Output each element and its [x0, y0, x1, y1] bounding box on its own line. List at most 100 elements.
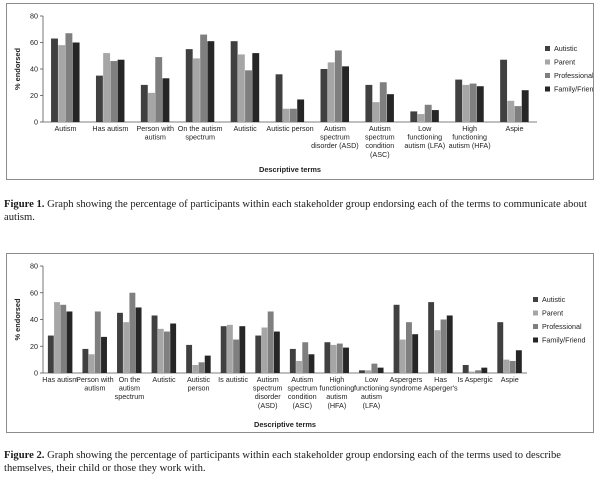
chart2-category-label: (ASD)	[258, 401, 278, 410]
chart2-bar-autistic-5	[186, 344, 193, 373]
chart2-bar-professional-1	[60, 304, 67, 373]
chart2-category-label: (HFA)	[327, 401, 346, 410]
chart1-bar-family-friend-11	[521, 90, 529, 122]
chart1-y-tick-label: 20	[30, 91, 38, 100]
figure-1-caption-text: Graph showing the percentage of particip…	[4, 199, 587, 223]
chart2-bar-parent-6	[226, 324, 233, 373]
chart1-category-label: High	[462, 124, 477, 133]
chart1-category-label: Has autism	[92, 124, 128, 133]
chart2-bar-professional-14	[509, 360, 516, 373]
chart1-bar-professional-5	[245, 70, 252, 122]
chart2-x-axis-title: Descriptive terms	[254, 420, 316, 429]
chart2-category-label: condition	[288, 392, 317, 401]
chart2-category-label: Autism	[257, 375, 279, 384]
chart1-category-label: functioning	[407, 133, 442, 142]
chart1-category-label: spectrum	[185, 133, 215, 142]
chart2-legend-swatch-parent	[533, 310, 538, 316]
chart2-category-label: Is autistic	[218, 375, 248, 384]
chart2-category-label: High	[329, 375, 344, 384]
chart2-bar-family-friend-4	[170, 323, 177, 373]
chart1-bar-parent-2	[103, 53, 111, 122]
chart1-bar-parent-8	[372, 102, 380, 122]
chart2-bar-parent-11	[399, 339, 406, 373]
figure-2-caption-label: Figure 2.	[4, 450, 45, 461]
chart2-category-label: Asperger's	[424, 384, 459, 393]
chart1-legend-label-autistic: Autistic	[554, 44, 578, 53]
chart2-bar-family-friend-1	[66, 311, 73, 373]
chart2-bar-family-friend-12	[446, 315, 453, 373]
chart1-bar-autistic-8	[365, 84, 373, 122]
chart1-category-label: (ASC)	[370, 150, 390, 159]
chart2-category-label: Low	[365, 375, 379, 384]
chart1-category-label: autism (LFA)	[404, 141, 445, 150]
chart1-bar-autistic-1	[51, 38, 58, 122]
chart1-y-tick-label: 40	[30, 65, 38, 74]
chart2-bar-family-friend-7	[273, 331, 280, 373]
chart1-category-label: condition	[365, 141, 394, 150]
chart1-legend-label-parent: Parent	[554, 58, 575, 67]
chart1-bar-professional-7	[334, 50, 342, 123]
chart1-bar-family-friend-2	[117, 59, 125, 122]
chart1-category-label: Aspie	[506, 124, 524, 133]
chart2-bar-professional-10	[371, 363, 378, 373]
chart2-bar-autistic-1	[47, 335, 54, 373]
chart1-y-tick-label: 0	[34, 118, 38, 127]
chart1-bar-professional-1	[65, 33, 73, 122]
chart1-bar-parent-11	[507, 100, 515, 122]
chart2-category-label: Person with	[76, 375, 114, 384]
chart2-category-label: Aspergers	[390, 375, 423, 384]
chart1-bar-autistic-2	[95, 75, 103, 122]
chart1-y-tick-label: 60	[30, 38, 38, 47]
chart1-bar-family-friend-1	[72, 42, 80, 122]
chart1-bar-autistic-6	[275, 74, 283, 122]
chart1-bar-autistic-4	[185, 49, 193, 122]
chart2-bar-parent-2	[88, 354, 95, 373]
chart1-bar-autistic-3	[140, 84, 148, 122]
chart2-legend-swatch-professional	[533, 324, 538, 329]
figure-1-chart: 0 20 40 60 80 % endorsed Autism Has autism Perso…	[13, 12, 593, 175]
chart2-category-label: spectrum	[253, 384, 283, 393]
chart2-legend-label-family-friend: Family/Friend	[542, 336, 586, 345]
chart2-category-label: autism	[326, 392, 347, 401]
chart1-bar-autistic-5	[230, 41, 238, 122]
chart1-bar-family-friend-5	[252, 53, 260, 122]
chart1-bar-autistic-10	[455, 79, 463, 122]
chart2-category-label: Has autism	[42, 375, 78, 384]
chart2-bar-parent-9	[330, 344, 337, 373]
chart2-bar-professional-5	[198, 362, 205, 373]
chart2-bar-family-friend-6	[239, 326, 246, 373]
chart1-bar-parent-7	[327, 62, 335, 122]
chart1-bar-professional-8	[379, 82, 387, 122]
chart1-x-axis-title: Descriptive terms	[259, 165, 321, 174]
chart1-bar-parent-1	[58, 45, 66, 122]
chart2-bar-family-friend-2	[101, 336, 107, 373]
chart2-bar-parent-10	[365, 370, 372, 373]
chart2-bar-autistic-4	[151, 315, 158, 373]
chart2-bar-autistic-10	[359, 370, 365, 373]
chart2-y-tick-label: 80	[30, 262, 38, 271]
chart2-legend-swatch-family-friend	[533, 337, 538, 343]
chart2-legend-label-autistic: Autistic	[542, 295, 566, 304]
chart1-category-label: autism	[145, 133, 166, 142]
chart2-bar-parent-4	[157, 328, 164, 373]
chart1-bar-parent-6	[282, 108, 290, 122]
chart2-y-tick-label: 0	[34, 369, 38, 378]
chart2-bar-family-friend-10	[377, 367, 384, 373]
chart1-bar-professional-3	[155, 57, 163, 123]
chart2-category-label: syndrome	[390, 384, 422, 393]
chart2-bar-autistic-7	[255, 335, 262, 373]
chart2-category-label: Aspie	[501, 375, 519, 384]
chart1-legend-label-professional: Professional	[554, 71, 593, 80]
chart1-category-label: Person with	[136, 124, 174, 133]
chart1-legend-swatch-professional	[545, 73, 550, 78]
chart2-bar-professional-2	[94, 311, 101, 373]
chart2-bar-professional-12	[440, 319, 447, 373]
chart1-legend-swatch-parent	[545, 59, 550, 65]
chart2-bar-family-friend-3	[135, 307, 142, 373]
chart2-category-label: autism	[84, 384, 105, 393]
chart1-bar-family-friend-8	[387, 94, 394, 122]
figure-2-caption-text: Graph showing the percentage of particip…	[4, 450, 561, 474]
figure-1-caption-label: Figure 1.	[4, 199, 45, 210]
figure-1-caption: Figure 1. Graph showing the percentage o…	[4, 198, 594, 224]
